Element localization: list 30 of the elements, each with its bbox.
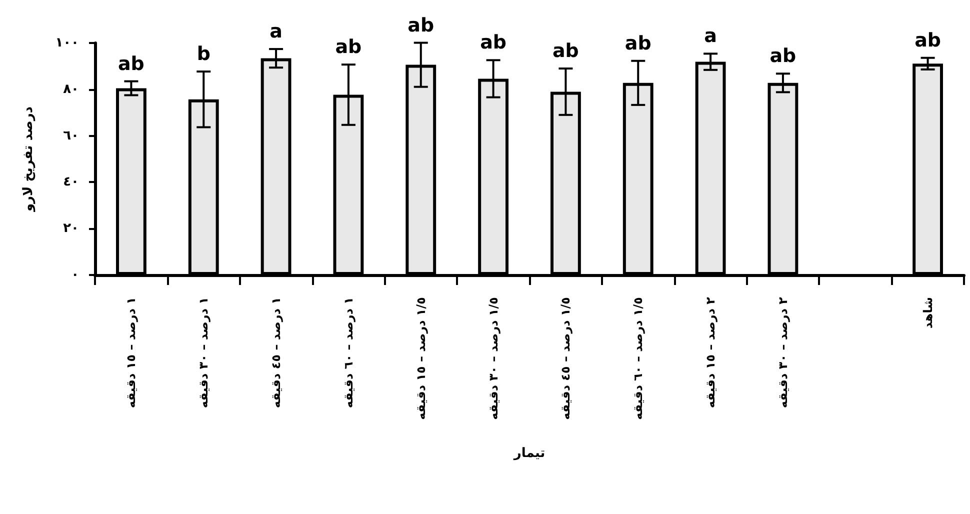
x-tick-label: ٢ درصد – ٣٠ دقیقه xyxy=(776,296,790,408)
x-axis-title: تیمار xyxy=(512,446,546,461)
y-tick-label: ٨٠ xyxy=(63,82,79,97)
data-label: a xyxy=(270,20,282,43)
data-label: ab xyxy=(480,32,507,54)
x-tick-label: ١/٥ درصد – ٣٠ دقیقه xyxy=(486,297,500,420)
x-tick-label: ١/٥ درصد – ٤٥ دقیقه xyxy=(558,297,573,420)
x-tick-label: ٢ درصد – ١٥ دقیقه xyxy=(704,296,718,408)
x-tick-label: ١ درصد – ٦٠ دقیقه xyxy=(341,297,356,408)
x-tick-label: ١ درصد – ٣٠ دقیقه xyxy=(196,297,211,408)
y-tick-label: ٤٠ xyxy=(63,174,79,190)
y-tick-label: ٠ xyxy=(71,268,79,282)
data-label: ab xyxy=(624,32,652,54)
data-label: ab xyxy=(914,29,942,52)
data-label: ab xyxy=(770,45,796,68)
x-tick-label: ١ درصد – ٤٥ دقیقه xyxy=(269,297,284,408)
y-tick-label: ١٠٠ xyxy=(55,36,79,50)
data-label: ab xyxy=(118,52,144,75)
data-label: ab xyxy=(335,36,362,58)
y-tick-label: ٦٠ xyxy=(63,128,79,144)
x-tick-label: شاهد xyxy=(920,297,935,329)
data-label: b xyxy=(196,43,210,66)
data-label: a xyxy=(704,25,717,48)
data-label: ab xyxy=(552,40,579,62)
y-axis-title: درصد تفریخ لارو xyxy=(21,106,36,213)
y-tick-label: ٢٠ xyxy=(63,221,79,236)
x-tick-label: ١/٥ درصد – ٦٠ دقیقه xyxy=(631,297,646,420)
x-tick-label: ١ درصد – ١٥ دقیقه xyxy=(124,297,138,408)
data-label: ab xyxy=(408,14,434,36)
x-tick-label: ١/٥ درصد – ١٥ دقیقه xyxy=(414,297,428,420)
